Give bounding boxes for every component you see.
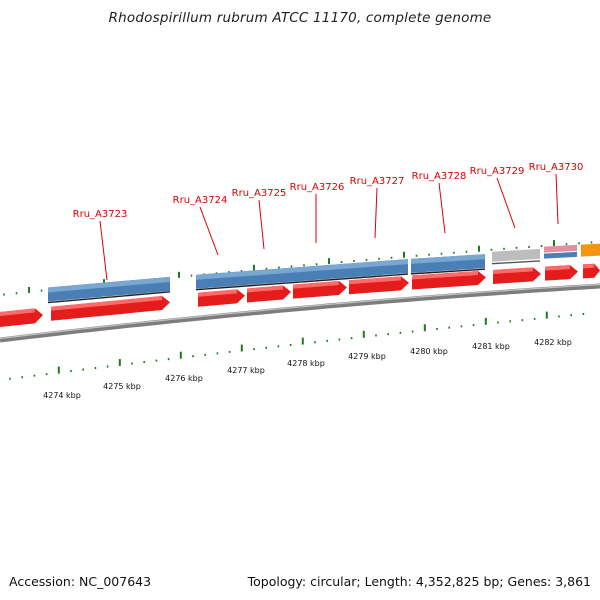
genome-summary-text: Topology: circular; Length: 4,352,825 bp…: [247, 574, 591, 589]
gene-label[interactable]: Rru_A3725: [232, 188, 287, 199]
kbp-label: 4282 kbp: [534, 338, 572, 347]
gene-label[interactable]: Rru_A3729: [470, 166, 525, 177]
gray-feature: [492, 248, 540, 262]
kbp-label: 4276 kbp: [165, 374, 203, 383]
kbp-label: 4281 kbp: [472, 342, 510, 351]
cds-feature: [544, 251, 577, 259]
accession-text: Accession: NC_007643: [9, 574, 152, 589]
cds-highlight: [247, 285, 283, 293]
gene-label-leader: [496, 177, 516, 229]
gene-label-leader: [555, 173, 559, 225]
cds-highlight: [51, 296, 162, 311]
cds-highlight: [196, 259, 408, 280]
cds-highlight: [545, 265, 570, 271]
map-title: Rhodospirillum rubrum ATCC 11170, comple…: [108, 10, 492, 26]
kbp-label: 4274 kbp: [43, 391, 81, 400]
cds-highlight: [412, 270, 478, 280]
cds-highlight: [293, 281, 339, 289]
cds-highlight: [493, 267, 533, 274]
kbp-label: 4275 kbp: [103, 382, 141, 391]
cds-highlight: [583, 263, 595, 269]
kbp-label: 4280 kbp: [410, 347, 448, 356]
cds-arrow: [51, 296, 170, 321]
gene-label[interactable]: Rru_A3726: [290, 182, 345, 193]
gene-label-leader: [258, 199, 265, 250]
gene-label-leader: [99, 220, 108, 281]
genome-backbone: [0, 283, 600, 343]
backbone-highlight: [0, 283, 600, 340]
kbp-label: 4277 kbp: [227, 366, 265, 375]
cds-outline: [47, 291, 171, 304]
gene-label[interactable]: Rru_A3730: [529, 162, 584, 173]
cds-highlight: [198, 289, 237, 297]
orange-feature: [581, 243, 600, 257]
gene-label[interactable]: Rru_A3727: [350, 176, 405, 187]
cds-highlight: [411, 254, 485, 264]
kbp-label: 4279 kbp: [348, 352, 386, 361]
gene-label[interactable]: Rru_A3724: [173, 195, 228, 206]
inner-tick-track: [9, 311, 585, 380]
kbp-labels: 4274 kbp 4275 kbp 4276 kbp 4277 kbp 4278 kbp…: [43, 338, 572, 400]
gene-label-leader: [438, 182, 446, 234]
cds-outline: [195, 273, 409, 291]
cds-outline: [410, 268, 486, 275]
gray-feature-outline: [491, 260, 541, 265]
gene-label-leader: [199, 206, 219, 256]
gene-label-leader: [374, 187, 378, 239]
pink-feature: [544, 244, 577, 253]
feature-track: [0, 243, 600, 327]
backbone-line: [0, 283, 600, 343]
kbp-label: 4278 kbp: [287, 359, 325, 368]
gene-label[interactable]: Rru_A3728: [412, 171, 467, 182]
cds-highlight: [0, 308, 35, 316]
cds-highlight: [349, 276, 401, 285]
cds-highlight: [48, 276, 170, 293]
gene-label[interactable]: Rru_A3723: [73, 209, 128, 220]
